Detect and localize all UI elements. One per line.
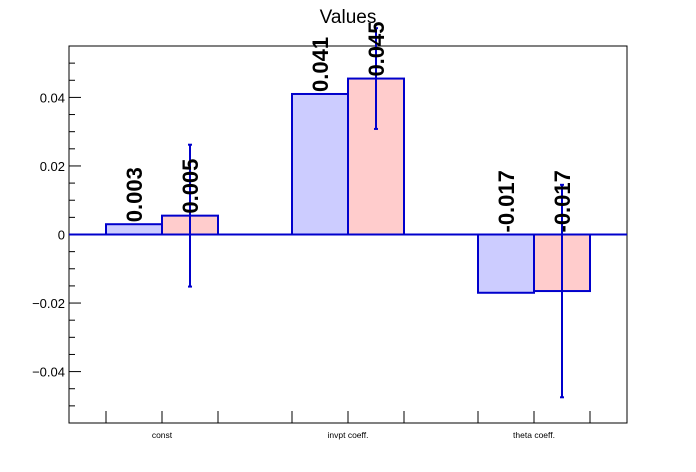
data-label: 0.041 xyxy=(308,37,333,92)
y-tick-label: −0.02 xyxy=(32,296,65,311)
y-tick-label: 0.04 xyxy=(40,90,65,105)
bar xyxy=(105,223,163,236)
y-tick-label: 0 xyxy=(58,228,65,243)
y-tick-label: 0.02 xyxy=(40,159,65,174)
x-tick-label: invpt coeff. xyxy=(328,430,369,440)
data-label: 0.003 xyxy=(122,167,147,222)
chart-title: Values xyxy=(320,7,377,28)
data-label: 0.045 xyxy=(364,21,389,76)
x-tick-label: const xyxy=(152,430,173,440)
data-label: 0.005 xyxy=(178,159,203,214)
bar xyxy=(477,233,535,294)
x-tick-label: theta coeff. xyxy=(513,430,555,440)
bar xyxy=(291,92,349,236)
plot-area: −0.04 −0.02 0 0.02 0.04 const invpt coeff. thet… xyxy=(32,21,628,440)
data-label: -0.017 xyxy=(550,170,575,232)
data-label: -0.017 xyxy=(494,170,519,232)
y-tick-label: −0.04 xyxy=(32,365,65,380)
